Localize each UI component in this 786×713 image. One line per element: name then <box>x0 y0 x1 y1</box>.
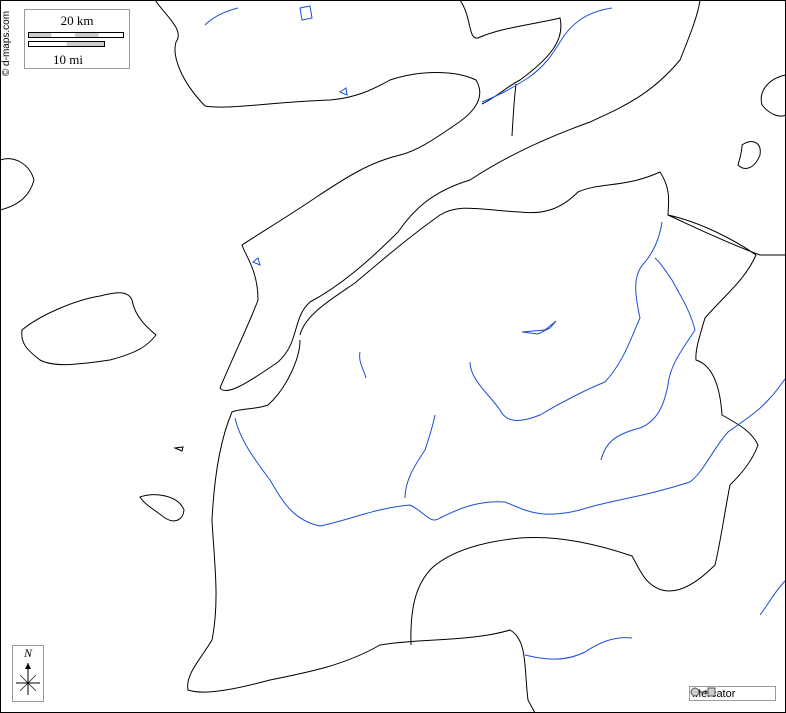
copyright-credit: © d-maps.com <box>1 10 13 77</box>
border-line <box>511 83 517 137</box>
central-south-coast <box>187 339 536 713</box>
north-arrow: N <box>12 645 44 702</box>
scale-km-bar <box>28 32 124 38</box>
small-lake-1 <box>252 257 261 266</box>
left-island <box>21 292 157 366</box>
north-coast <box>154 0 701 392</box>
southern-river <box>524 637 633 660</box>
west-edge-land <box>0 158 35 211</box>
eastern-coast <box>410 214 759 646</box>
tributary-2 <box>600 257 696 461</box>
small-island <box>139 494 185 522</box>
compass-rose-icon <box>16 663 40 695</box>
tiny-islet <box>173 446 184 452</box>
east-island <box>737 141 761 169</box>
northern-river <box>481 7 613 103</box>
projection-badge: Mercator <box>689 686 776 701</box>
scale-bar: 20 km 10 mi <box>24 9 130 69</box>
scale-mi-bar <box>28 41 105 47</box>
rivers <box>204 5 786 660</box>
north-label: N <box>23 646 32 660</box>
main-river <box>234 377 786 527</box>
small-lake-3 <box>299 5 313 21</box>
northeast-land <box>760 74 786 117</box>
tributary-1 <box>469 221 663 421</box>
circle-to-square-icon <box>690 687 716 697</box>
inlet <box>359 351 367 379</box>
lake <box>521 320 557 335</box>
scale-km-label: 20 km <box>60 13 94 28</box>
inner-coast <box>299 171 786 336</box>
tributary-3 <box>404 414 436 499</box>
scale-mi-label: 10 mi <box>53 52 83 67</box>
southeast-river <box>759 579 786 616</box>
northwest-river <box>204 7 239 26</box>
strait-coast <box>459 0 562 105</box>
small-lake-2 <box>338 87 348 96</box>
